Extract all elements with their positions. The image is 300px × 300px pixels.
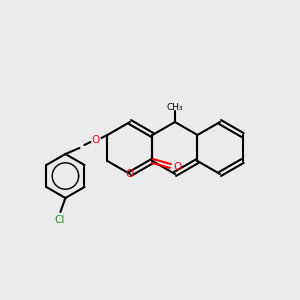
Text: O: O (126, 169, 134, 179)
Text: CH₃: CH₃ (167, 103, 183, 112)
Text: Cl: Cl (54, 215, 64, 225)
Text: O: O (173, 162, 181, 172)
Text: O: O (91, 135, 100, 145)
